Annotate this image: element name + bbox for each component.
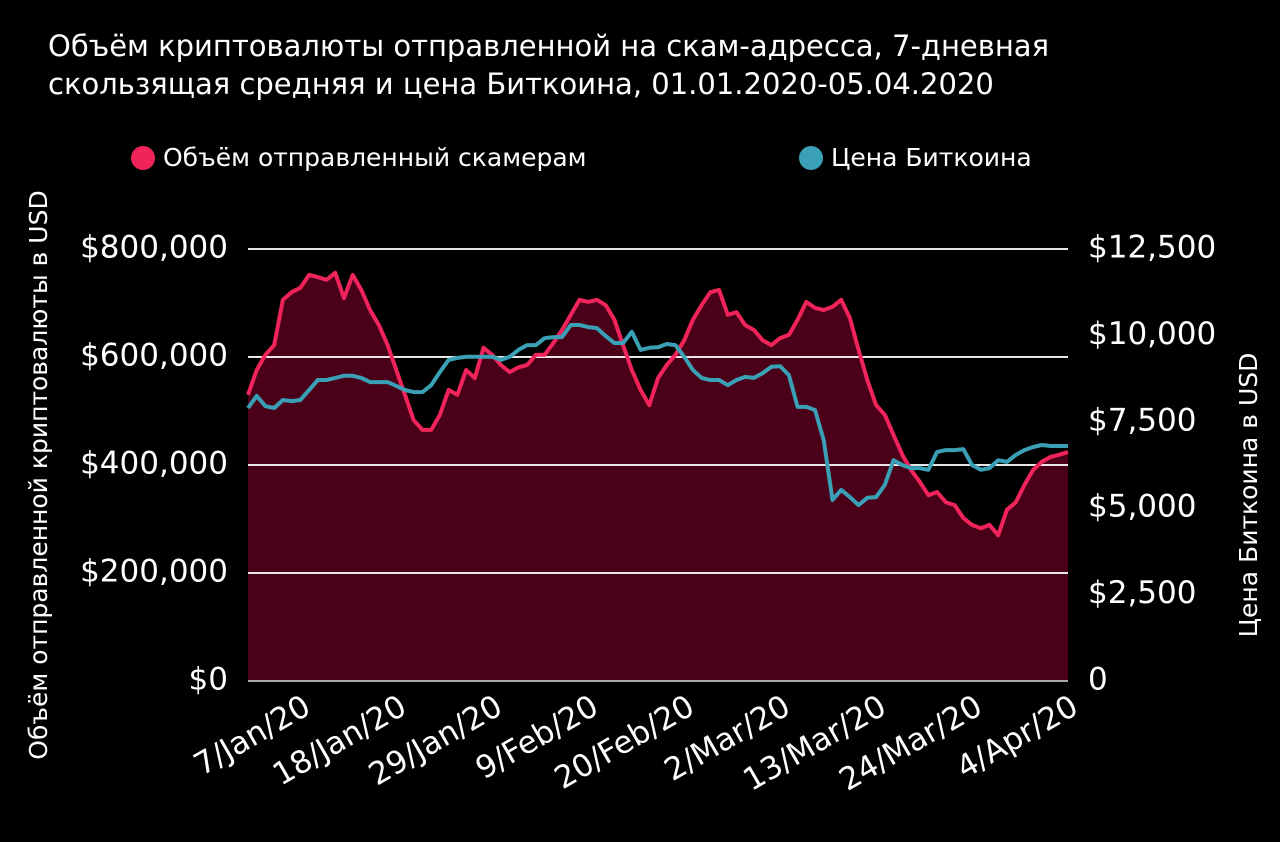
y-tick-label: $200,000 [80, 554, 228, 590]
legend-marker [131, 146, 155, 170]
area [248, 272, 1068, 681]
y-tick-label: $600,000 [80, 338, 228, 374]
y2-axis-label: Цена Биткоина в USD [1234, 353, 1263, 638]
y2-tick-label: $10,000 [1088, 316, 1216, 352]
y-tick-label: $0 [189, 662, 228, 698]
y-tick-label: $400,000 [80, 446, 228, 482]
chart-title: Объём криптовалюты отправленной на скам-… [48, 29, 1049, 63]
y2-tick-label: $2,500 [1088, 575, 1196, 611]
legend-label: Цена Биткоина [831, 143, 1032, 172]
y2-tick-label: $7,500 [1088, 402, 1196, 438]
chart-title: скользящая средняя и цена Биткоина, 01.0… [48, 67, 994, 101]
legend-marker [799, 146, 823, 170]
y-tick-label: $800,000 [80, 230, 228, 266]
y2-tick-label: 0 [1088, 662, 1108, 698]
y-axis-label: Объём отправленной криптовалюты в USD [24, 190, 53, 759]
line [246, 270, 1069, 538]
line [246, 323, 1068, 508]
y2-tick-label: $5,000 [1088, 489, 1196, 525]
legend-label: Объём отправленный скамерам [163, 143, 587, 172]
y2-tick-label: $12,500 [1088, 230, 1216, 266]
